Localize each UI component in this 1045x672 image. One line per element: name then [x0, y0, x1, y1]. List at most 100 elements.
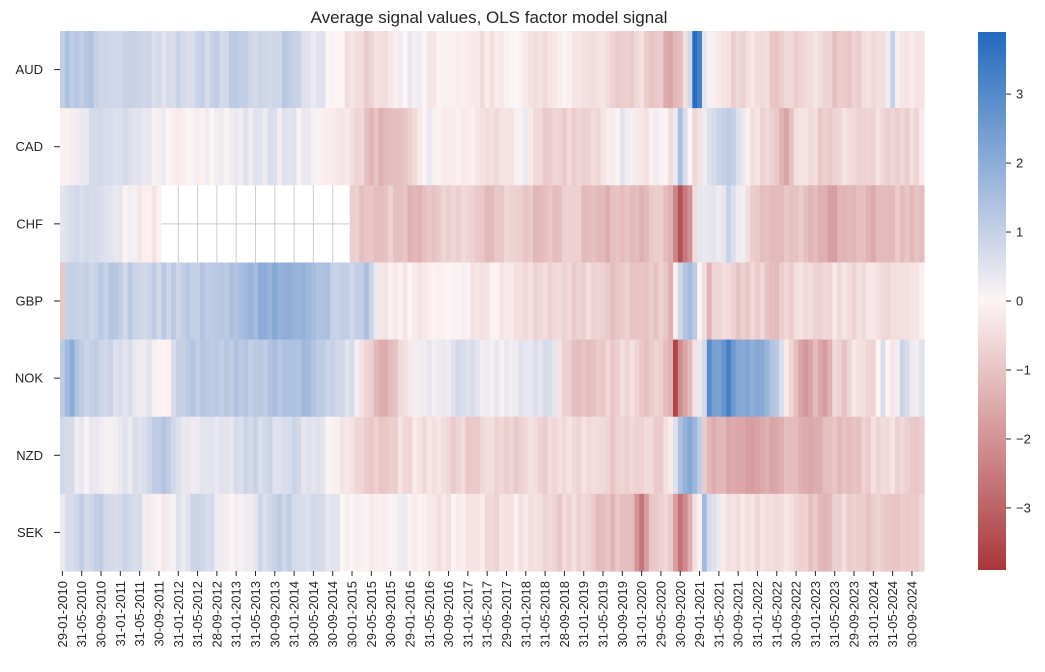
heatmap-cell [595, 339, 602, 418]
heatmap-cell [711, 339, 718, 418]
heatmap-cell [552, 185, 558, 264]
heatmap-cell [441, 31, 447, 109]
heatmap-cell [880, 31, 886, 109]
heatmap-cell [199, 339, 206, 418]
heatmap-cell [624, 108, 631, 186]
heatmap-cell [64, 185, 71, 264]
heatmap-cell [615, 339, 621, 418]
heatmap-cell [552, 493, 558, 572]
heatmap-cell [117, 493, 124, 572]
heatmap-cell [113, 108, 119, 186]
heatmap-cell [590, 339, 597, 418]
heatmap-cell [668, 108, 674, 186]
heatmap-cell [861, 262, 867, 341]
heatmap-cell [397, 339, 404, 418]
heatmap-cell [195, 339, 201, 418]
heatmap-cell [417, 31, 423, 109]
heatmap-cell [470, 185, 476, 264]
heatmap-cell [224, 416, 230, 495]
heatmap-cell [74, 31, 80, 109]
heatmap-cell [706, 108, 713, 186]
heatmap-cell [402, 339, 409, 418]
heatmap-cell [436, 108, 442, 186]
heatmap-cell [856, 31, 862, 109]
heatmap-cell [441, 339, 447, 418]
heatmap-cell [199, 108, 206, 186]
x-tick-label: 31-01-2019 [576, 581, 591, 648]
heatmap-cell [750, 339, 756, 418]
heatmap-cell [755, 108, 761, 186]
heatmap-cell [701, 185, 708, 264]
x-tick-label: 29-01-2010 [55, 581, 70, 648]
heatmap-cell [315, 416, 322, 495]
heatmap-cell [344, 416, 351, 495]
heatmap-cell [98, 31, 105, 109]
heatmap-cell [793, 493, 800, 572]
heatmap-cell [750, 108, 756, 186]
heatmap-cell [402, 31, 409, 109]
heatmap-cell [262, 493, 269, 572]
heatmap-cell [697, 185, 703, 264]
heatmap-cell [832, 416, 838, 495]
heatmap-cell [561, 493, 568, 572]
heatmap-cell [735, 262, 742, 341]
missing-data-region [161, 185, 350, 263]
heatmap-cell [122, 262, 129, 341]
heatmap-cell [233, 31, 240, 109]
heatmap-cell [914, 339, 920, 418]
heatmap-cell [248, 339, 254, 418]
heatmap-cell [687, 416, 693, 495]
heatmap-cell [422, 416, 428, 495]
heatmap-cell [499, 416, 505, 495]
heatmap-cell [253, 416, 259, 495]
heatmap-cell [446, 262, 452, 341]
x-tick-label: 30-01-2015 [345, 581, 360, 648]
heatmap-cell [243, 31, 249, 109]
heatmap-cell [701, 493, 708, 572]
heatmap-cell [769, 31, 775, 109]
heatmap-cell [151, 185, 158, 264]
heatmap-cell [504, 416, 510, 495]
heatmap-cell [344, 108, 351, 186]
heatmap-cell [383, 262, 389, 341]
heatmap-cell [513, 339, 520, 418]
heatmap-cell [687, 262, 693, 341]
heatmap-cell [286, 108, 293, 186]
heatmap-cell [687, 31, 693, 109]
heatmap-cell [784, 339, 790, 418]
heatmap-cell [822, 262, 829, 341]
heatmap-cell [658, 416, 664, 495]
heatmap-cell [856, 108, 862, 186]
heatmap-cell [547, 339, 553, 418]
heatmap-cell [349, 185, 356, 264]
heatmap-cell [368, 493, 375, 572]
heatmap-cell [257, 493, 264, 572]
heatmap-cell [648, 339, 655, 418]
heatmap-cell [605, 185, 611, 264]
heatmap-cell [561, 31, 568, 109]
heatmap-cell [533, 493, 539, 572]
heatmap-cell [161, 31, 167, 109]
heatmap-cell [870, 31, 877, 109]
heatmap-cell [262, 416, 269, 495]
heatmap-cell [450, 31, 457, 109]
heatmap-cell [576, 185, 582, 264]
heatmap-cell [262, 108, 269, 186]
heatmap-cell [272, 31, 278, 109]
row-label: AUD [16, 62, 43, 77]
heatmap-cell [431, 31, 438, 109]
heatmap-cell [846, 108, 853, 186]
heatmap-cell [257, 262, 264, 341]
heatmap-cell [60, 185, 66, 264]
heatmap-cell [687, 108, 693, 186]
heatmap-cell [257, 339, 264, 418]
heatmap-cell [508, 416, 515, 495]
heatmap-cell [798, 262, 804, 341]
heatmap-cell [793, 185, 800, 264]
heatmap-cell [117, 339, 124, 418]
x-tick-label: 31-01-2012 [171, 581, 186, 648]
heatmap-cell [407, 108, 413, 186]
heatmap-cell [156, 339, 162, 418]
heatmap-cell [277, 262, 283, 341]
heatmap-cell [320, 493, 327, 572]
